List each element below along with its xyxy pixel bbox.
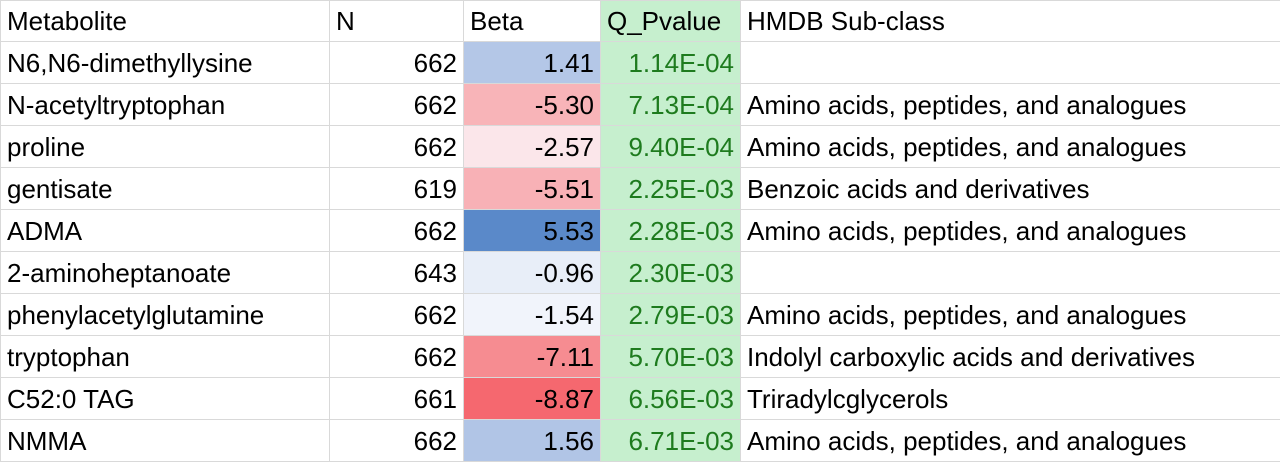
- cell-beta[interactable]: 1.56: [463, 419, 601, 462]
- cell-n[interactable]: 662: [329, 293, 464, 336]
- cell-hmdb-subclass[interactable]: Benzoic acids and derivatives: [740, 167, 1280, 210]
- cell-q-pvalue[interactable]: 9.40E-04: [600, 125, 741, 168]
- cell-n[interactable]: 661: [329, 377, 464, 420]
- table-row: proline 662 -2.57 9.40E-04 Amino acids, pept…: [0, 125, 1280, 168]
- cell-beta[interactable]: -2.57: [463, 125, 601, 168]
- cell-metabolite[interactable]: proline: [0, 125, 330, 168]
- cell-q-pvalue[interactable]: 5.70E-03: [600, 335, 741, 378]
- header-hmdb-subclass[interactable]: HMDB Sub-class: [740, 0, 1280, 42]
- cell-hmdb-subclass[interactable]: [740, 251, 1280, 294]
- cell-hmdb-subclass[interactable]: Indolyl carboxylic acids and derivatives: [740, 335, 1280, 378]
- cell-hmdb-subclass[interactable]: Amino acids, peptides, and analogues: [740, 209, 1280, 252]
- cell-beta[interactable]: 5.53: [463, 209, 601, 252]
- header-n[interactable]: N: [329, 0, 464, 42]
- cell-q-pvalue[interactable]: 1.14E-04: [600, 41, 741, 84]
- cell-n[interactable]: 662: [329, 419, 464, 462]
- header-q-pvalue[interactable]: Q_Pvalue: [600, 0, 741, 42]
- cell-q-pvalue[interactable]: 7.13E-04: [600, 83, 741, 126]
- table-row: C52:0 TAG 661 -8.87 6.56E-03 Triradylcglycer…: [0, 377, 1280, 420]
- table-row: tryptophan 662 -7.11 5.70E-03 Indolyl carbox…: [0, 335, 1280, 378]
- cell-beta[interactable]: -1.54: [463, 293, 601, 336]
- cell-metabolite[interactable]: ADMA: [0, 209, 330, 252]
- table-row: gentisate 619 -5.51 2.25E-03 Benzoic acids a…: [0, 167, 1280, 210]
- cell-metabolite[interactable]: C52:0 TAG: [0, 377, 330, 420]
- table-row: 2-aminoheptanoate 643 -0.96 2.30E-03: [0, 251, 1280, 294]
- cell-q-pvalue[interactable]: 6.56E-03: [600, 377, 741, 420]
- header-beta[interactable]: Beta: [463, 0, 601, 42]
- cell-hmdb-subclass[interactable]: Amino acids, peptides, and analogues: [740, 83, 1280, 126]
- cell-metabolite[interactable]: tryptophan: [0, 335, 330, 378]
- cell-q-pvalue[interactable]: 2.30E-03: [600, 251, 741, 294]
- table-row: ADMA 662 5.53 2.28E-03 Amino acids, peptides…: [0, 209, 1280, 252]
- cell-metabolite[interactable]: N-acetyltryptophan: [0, 83, 330, 126]
- cell-beta[interactable]: -8.87: [463, 377, 601, 420]
- cell-beta[interactable]: -5.51: [463, 167, 601, 210]
- cell-metabolite[interactable]: phenylacetylglutamine: [0, 293, 330, 336]
- table-row: N6,N6-dimethyllysine 662 1.41 1.14E-04: [0, 41, 1280, 84]
- table-row: NMMA 662 1.56 6.71E-03 Amino acids, peptides…: [0, 419, 1280, 462]
- cell-beta[interactable]: -0.96: [463, 251, 601, 294]
- cell-metabolite[interactable]: 2-aminoheptanoate: [0, 251, 330, 294]
- cell-n[interactable]: 662: [329, 335, 464, 378]
- table-row: phenylacetylglutamine 662 -1.54 2.79E-03 Ami…: [0, 293, 1280, 336]
- cell-q-pvalue[interactable]: 2.79E-03: [600, 293, 741, 336]
- cell-n[interactable]: 643: [329, 251, 464, 294]
- cell-metabolite[interactable]: gentisate: [0, 167, 330, 210]
- cell-beta[interactable]: -5.30: [463, 83, 601, 126]
- cell-q-pvalue[interactable]: 2.28E-03: [600, 209, 741, 252]
- cell-hmdb-subclass[interactable]: [740, 41, 1280, 84]
- table-row: N-acetyltryptophan 662 -5.30 7.13E-04 Amino …: [0, 83, 1280, 126]
- header-row: Metabolite N Beta Q_Pvalue HMDB Sub-clas…: [0, 0, 1280, 42]
- cell-n[interactable]: 619: [329, 167, 464, 210]
- cell-hmdb-subclass[interactable]: Amino acids, peptides, and analogues: [740, 419, 1280, 462]
- cell-q-pvalue[interactable]: 6.71E-03: [600, 419, 741, 462]
- cell-metabolite[interactable]: NMMA: [0, 419, 330, 462]
- cell-hmdb-subclass[interactable]: Amino acids, peptides, and analogues: [740, 125, 1280, 168]
- cell-hmdb-subclass[interactable]: Triradylcglycerols: [740, 377, 1280, 420]
- cell-n[interactable]: 662: [329, 125, 464, 168]
- cell-q-pvalue[interactable]: 2.25E-03: [600, 167, 741, 210]
- cell-metabolite[interactable]: N6,N6-dimethyllysine: [0, 41, 330, 84]
- header-metabolite[interactable]: Metabolite: [0, 0, 330, 42]
- cell-beta[interactable]: 1.41: [463, 41, 601, 84]
- cell-n[interactable]: 662: [329, 83, 464, 126]
- cell-n[interactable]: 662: [329, 41, 464, 84]
- cell-beta[interactable]: -7.11: [463, 335, 601, 378]
- cell-hmdb-subclass[interactable]: Amino acids, peptides, and analogues: [740, 293, 1280, 336]
- cell-n[interactable]: 662: [329, 209, 464, 252]
